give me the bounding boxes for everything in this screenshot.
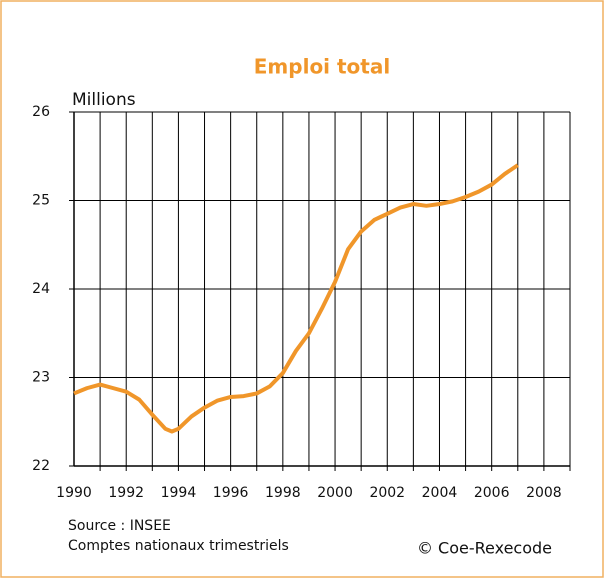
- x-tick-label: 2006: [474, 485, 510, 501]
- source: Source : INSEE: [68, 518, 171, 534]
- x-tick-label: 1996: [213, 485, 249, 501]
- source-detail: Comptes nationaux trimestriels: [68, 538, 289, 554]
- y-tick-label: 25: [32, 193, 50, 209]
- x-tick-label: 1994: [161, 485, 197, 501]
- y-tick-label: 22: [32, 458, 50, 474]
- x-tick-label: 2004: [422, 485, 458, 501]
- credit: © Coe-Rexecode: [417, 539, 552, 558]
- x-tick-label: 2008: [526, 485, 562, 501]
- x-tick-label: 2002: [369, 485, 405, 501]
- x-tick-label: 1998: [265, 485, 301, 501]
- y-tick-label: 23: [32, 370, 50, 386]
- x-tick-label: 1990: [56, 485, 92, 501]
- x-tick-label: 1992: [108, 485, 144, 501]
- x-tick-label: 2000: [317, 485, 353, 501]
- chart-title: Emploi total: [254, 55, 390, 79]
- y-tick-label: 26: [32, 104, 50, 120]
- line-series: [73, 163, 519, 434]
- y-axis-label: Millions: [72, 90, 136, 110]
- y-tick-label: 24: [32, 281, 50, 297]
